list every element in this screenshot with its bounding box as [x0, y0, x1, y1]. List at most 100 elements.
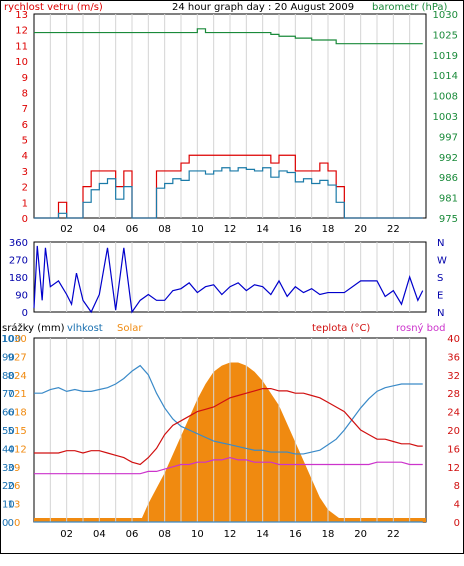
wind-speed-tick: 12	[15, 26, 28, 37]
p3-temp-tick: 32	[447, 371, 460, 382]
x-tick-label: 04	[93, 224, 106, 235]
p3-hum-tick: 50	[2, 426, 15, 437]
direction-degree-tick: 270	[9, 256, 28, 267]
p3-solar-tick: 24	[14, 371, 27, 382]
p3-temp-tick: 12	[447, 463, 460, 474]
p3-rain-tick: 10	[1, 334, 14, 345]
wind-plot-grid	[49, 14, 411, 218]
p3-temp-tick: 28	[447, 389, 460, 400]
p3-rain-tick: 1	[8, 500, 14, 511]
p3-rain-tick: 5	[8, 426, 14, 437]
barometer-tick: 981	[439, 194, 458, 205]
barometer-axis-label: barometr (hPa)	[372, 2, 448, 13]
p3-solar-tick: 21	[14, 389, 27, 400]
direction-compass-tick: N	[437, 308, 444, 319]
p3-hum-tick: 0	[2, 518, 8, 529]
barometer-tick: 1025	[433, 30, 458, 41]
p3-temp-tick: 8	[454, 481, 460, 492]
wind-speed-axis-label: rychlost vetru (m/s)	[4, 2, 103, 13]
p3-rain-tick: 9	[8, 352, 14, 363]
wind-speed-tick: 11	[15, 41, 28, 52]
wind-speed-tick: 8	[22, 88, 28, 99]
wind-speed-tick: 10	[15, 57, 28, 68]
wind-speed-tick: 1	[22, 198, 28, 209]
x-tick-label: 08	[158, 224, 171, 235]
rain-legend: srážky (mm)	[2, 322, 65, 334]
x-tick-label: 12	[224, 529, 237, 540]
x-tick-label: 18	[322, 529, 335, 540]
direction-plot-series	[33, 245, 424, 314]
x-tick-label: 02	[60, 224, 73, 235]
p3-solar-tick: 30	[14, 334, 27, 345]
temperature-line	[34, 388, 423, 466]
p3-solar-tick: 15	[14, 426, 27, 437]
barometer-tick: 1003	[433, 112, 458, 123]
humidity-line	[34, 364, 423, 455]
solar-radiation-area	[34, 362, 423, 522]
wind-speed-tick: 9	[22, 73, 28, 84]
p3-rain-tick: 0	[8, 518, 14, 529]
p3-solar-tick: 12	[14, 444, 27, 455]
wind-speed-tick: 3	[22, 167, 28, 178]
wind-speed-tick: 7	[22, 104, 28, 115]
x-tick-label: 12	[224, 224, 237, 235]
barometer-tick: 997	[439, 132, 458, 143]
wind-speed-tick: 4	[22, 151, 28, 162]
p3-rain-tick: 7	[8, 389, 14, 400]
direction-compass-tick: N	[437, 238, 444, 249]
barometer-tick: 1019	[433, 51, 458, 62]
x-tick-label: 20	[354, 224, 367, 235]
p3-rain-tick: 8	[8, 371, 14, 382]
p3-rain-tick: 3	[8, 463, 14, 474]
wind-speed-tick: 5	[22, 136, 28, 147]
wind-speed-tick: 0	[22, 214, 28, 225]
p3-hum-tick: 100	[2, 334, 21, 345]
temperature-plot-grid	[49, 338, 411, 522]
barometer-line	[34, 28, 423, 45]
x-tick-label: 22	[387, 224, 400, 235]
x-tick-label: 16	[289, 224, 302, 235]
x-tick-label: 18	[322, 224, 335, 235]
p3-temp-tick: 36	[447, 352, 460, 363]
wind-speed-line	[34, 167, 423, 219]
x-tick-label: 22	[387, 529, 400, 540]
direction-degree-tick: 90	[15, 291, 28, 302]
barometer-tick: 1014	[433, 71, 458, 82]
dew-point-legend: rosný bod	[396, 322, 445, 334]
p3-hum-tick: 40	[2, 444, 15, 455]
x-tick-label: 02	[60, 529, 73, 540]
p3-temp-tick: 20	[447, 426, 460, 437]
x-tick-label: 20	[354, 529, 367, 540]
direction-compass-tick: S	[437, 273, 443, 284]
p3-hum-tick: 90	[2, 352, 15, 363]
barometer-tick: 992	[439, 153, 458, 164]
direction-compass-tick: W	[437, 256, 447, 267]
barometer-tick: 1008	[433, 92, 458, 103]
solar-legend: Solar	[117, 323, 143, 334]
direction-degree-tick: 180	[9, 273, 28, 284]
p3-solar-tick: 0	[14, 518, 20, 529]
x-tick-label: 10	[191, 224, 204, 235]
barometer-tick: 975	[439, 214, 458, 225]
p3-temp-tick: 0	[454, 518, 460, 529]
wind-gust-line	[34, 154, 423, 219]
wind-speed-tick: 13	[15, 10, 28, 21]
x-tick-label: 08	[158, 529, 171, 540]
direction-compass-tick: E	[437, 291, 443, 302]
p3-temp-tick: 24	[447, 408, 460, 419]
p3-rain-tick: 4	[8, 444, 14, 455]
p3-hum-tick: 20	[2, 481, 15, 492]
p3-temp-tick: 4	[454, 500, 460, 511]
x-tick-label: 16	[289, 529, 302, 540]
x-tick-label: 10	[191, 529, 204, 540]
direction-plot-grid	[49, 242, 411, 312]
direction-degree-tick: 360	[9, 238, 28, 249]
